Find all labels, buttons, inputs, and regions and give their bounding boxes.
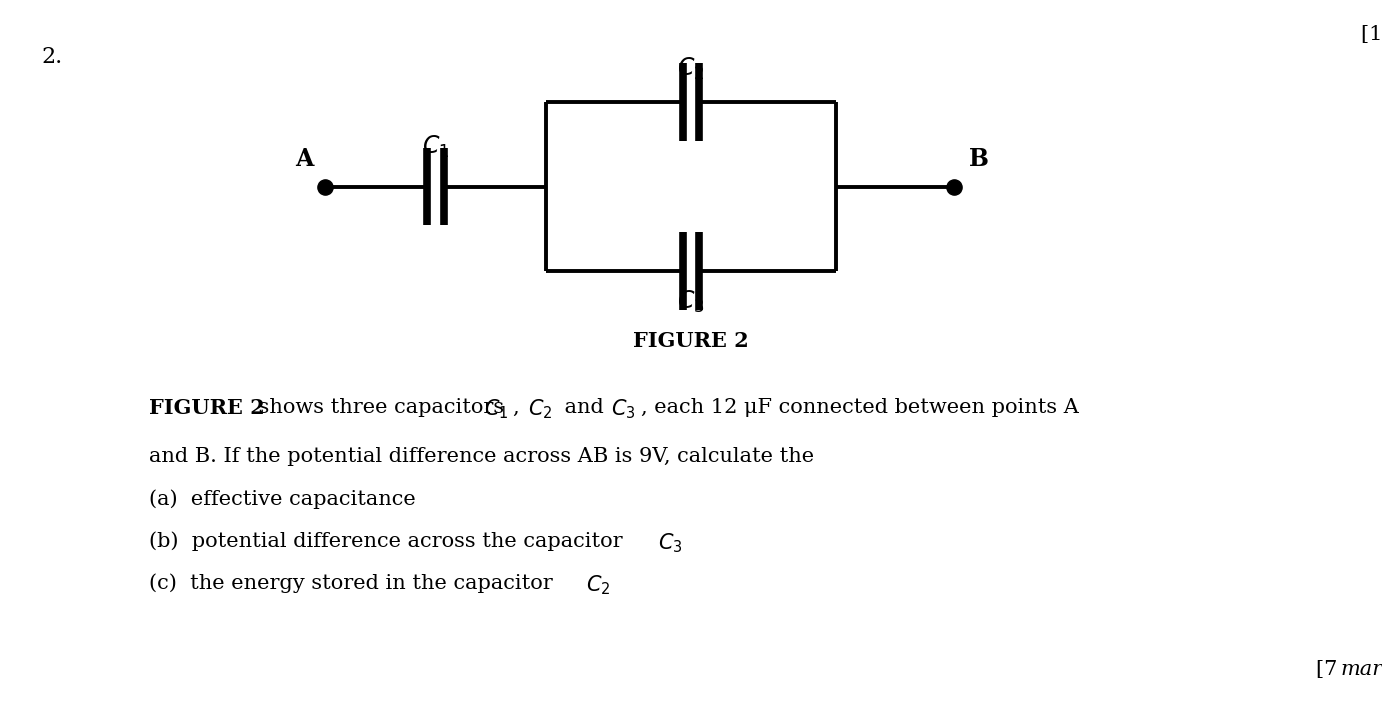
Text: FIGURE 2: FIGURE 2	[149, 398, 265, 417]
Point	[314, 181, 336, 192]
Text: (a)  effective capacitance: (a) effective capacitance	[149, 489, 416, 509]
Text: [10: [10	[1361, 25, 1382, 44]
Text: $\mathit{C}_1$: $\mathit{C}_1$	[484, 398, 509, 422]
Text: FIGURE 2: FIGURE 2	[633, 332, 749, 351]
Text: $\mathit{C}_1$: $\mathit{C}_1$	[422, 134, 449, 160]
Text: [7: [7	[1316, 660, 1343, 679]
Text: $\mathit{C}_2$: $\mathit{C}_2$	[586, 574, 611, 598]
Text: A: A	[294, 147, 314, 171]
Point	[943, 181, 965, 192]
Text: $\mathit{C}_2$: $\mathit{C}_2$	[528, 398, 553, 422]
Text: $\mathit{C}_2$: $\mathit{C}_2$	[677, 56, 705, 82]
Text: $\mathit{C}_3$: $\mathit{C}_3$	[677, 289, 705, 315]
Text: ,: ,	[513, 398, 527, 417]
Text: (b)  potential difference across the capacitor: (b) potential difference across the capa…	[149, 532, 630, 551]
Text: (c)  the energy stored in the capacitor: (c) the energy stored in the capacitor	[149, 574, 560, 593]
Text: and B. If the potential difference across AB is 9V, calculate the: and B. If the potential difference acros…	[149, 447, 814, 466]
Text: and: and	[558, 398, 611, 417]
Text: $\mathit{C}_3$: $\mathit{C}_3$	[611, 398, 636, 422]
Text: , each 12 μF connected between points A: , each 12 μF connected between points A	[641, 398, 1079, 417]
Text: B: B	[969, 147, 988, 171]
Text: $\mathit{C}_3$: $\mathit{C}_3$	[658, 532, 683, 555]
Text: shows three capacitors: shows three capacitors	[252, 398, 510, 417]
Text: 2.: 2.	[41, 46, 62, 68]
Text: marks: marks	[1341, 660, 1382, 679]
